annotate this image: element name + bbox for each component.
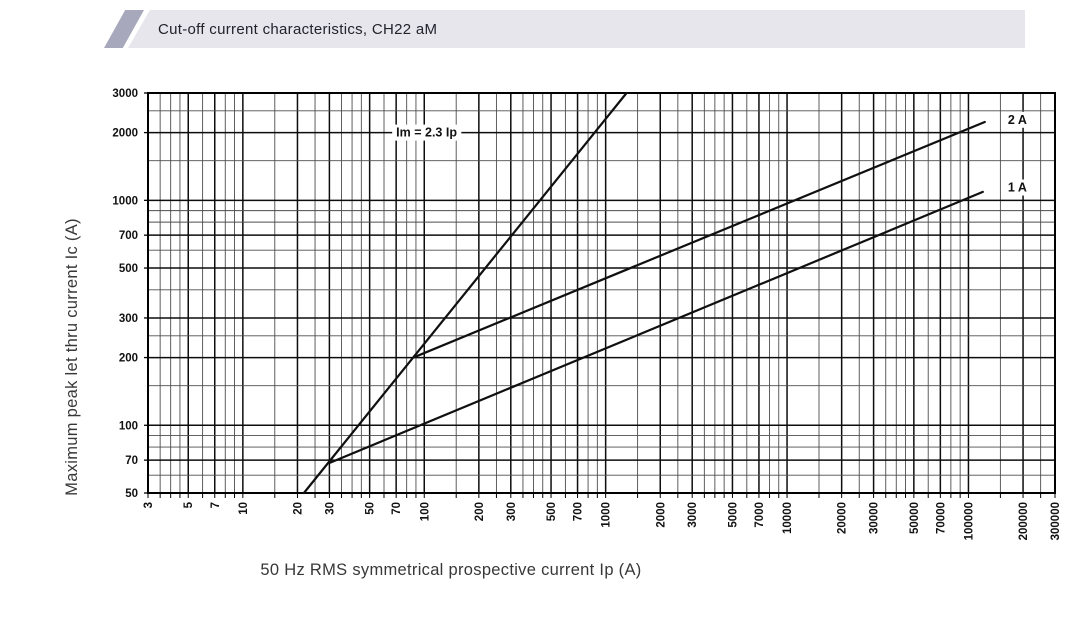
y-tick-label: 50 [125, 488, 138, 500]
y-tick-label: 700 [119, 230, 138, 242]
x-tick-label: 100 [419, 502, 431, 521]
x-tick-label: 30000 [869, 502, 881, 534]
curve-label-bg [1003, 111, 1031, 128]
x-tick-label: 20000 [837, 502, 849, 534]
x-tick-label: 20 [292, 502, 304, 515]
x-tick-label: 10000 [782, 502, 794, 534]
x-tick-label: 100000 [963, 502, 975, 540]
x-tick-label: 5 [183, 501, 195, 508]
curve-2-a [412, 120, 986, 359]
x-tick-label: 200000 [1018, 502, 1030, 540]
y-tick-label: 200 [119, 353, 138, 365]
y-tick-label: 300 [119, 313, 138, 325]
y-axis-title: Maximum peak let thru current Ic (A) [63, 218, 81, 496]
page-title: Cut-off current characteristics, CH22 aM [158, 20, 438, 38]
title-banner: Cut-off current characteristics, CH22 aM [128, 10, 1025, 48]
x-tick-label: 50 [365, 502, 377, 515]
x-tick-label: 300 [506, 502, 518, 521]
y-tick-label: 2000 [112, 128, 138, 140]
curve-label-bg [1003, 179, 1031, 196]
x-tick-label: 7000 [754, 502, 766, 528]
x-tick-label: 500 [546, 502, 558, 521]
x-tick-label: 3000 [687, 502, 699, 528]
x-tick-label: 70000 [935, 502, 947, 534]
x-tick-label: 50000 [909, 502, 921, 534]
curve-im-2-3-ip [302, 91, 628, 495]
curve-1-a [328, 190, 984, 465]
x-tick-label: 3 [143, 502, 155, 508]
y-tick-label: 100 [119, 420, 138, 432]
plot-border [147, 92, 1056, 494]
y-tick-label: 500 [119, 263, 138, 275]
x-tick-label: 10 [238, 502, 250, 515]
curve-label: Im = 2.3 Ip [396, 126, 457, 140]
x-tick-label: 30 [324, 502, 336, 515]
x-tick-label: 70 [391, 502, 403, 515]
curve-label: 2 A [1008, 113, 1027, 127]
x-tick-label: 7 [210, 502, 222, 508]
curve-label-bg [392, 124, 462, 141]
y-tick-label: 3000 [112, 88, 138, 100]
x-tick-label: 1000 [601, 502, 613, 528]
x-tick-label: 5000 [727, 502, 739, 528]
x-tick-label: 200 [474, 502, 486, 521]
x-axis-title: 50 Hz RMS symmetrical prospective curren… [260, 561, 642, 579]
y-tick-label: 70 [125, 455, 138, 467]
y-tick-label: 1000 [112, 195, 138, 207]
curve-label: 1 A [1008, 181, 1027, 195]
x-tick-label: 700 [573, 502, 585, 521]
x-tick-label: 300000 [1050, 502, 1062, 540]
x-tick-label: 2000 [655, 502, 667, 528]
